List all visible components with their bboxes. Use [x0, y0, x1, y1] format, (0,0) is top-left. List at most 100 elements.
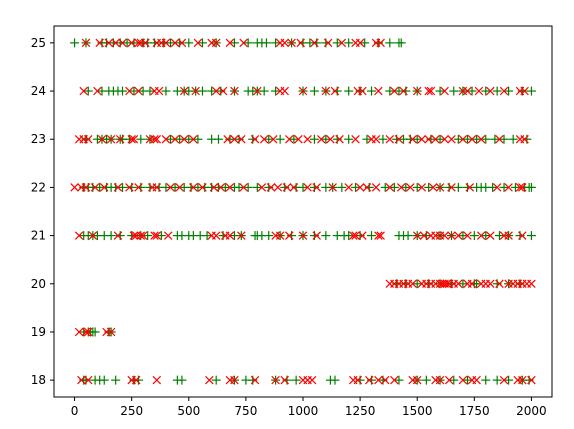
x-marker — [518, 183, 527, 192]
x-marker — [106, 327, 116, 337]
plus-marker — [298, 182, 308, 192]
x-marker — [211, 38, 221, 48]
x-marker — [88, 231, 98, 240]
plus-marker — [435, 86, 445, 96]
x-tick-label: 2000 — [516, 404, 547, 418]
x-marker — [166, 183, 175, 192]
x-tick-label: 0 — [71, 404, 79, 418]
plus-marker — [143, 231, 153, 241]
plus-marker — [380, 182, 390, 192]
x-marker — [191, 86, 200, 96]
x-marker — [463, 86, 472, 96]
x-tick-label: 1250 — [345, 404, 376, 418]
x-marker — [454, 231, 463, 240]
plus-marker — [424, 182, 434, 192]
x-marker — [399, 86, 408, 96]
plus-marker — [351, 182, 361, 192]
x-marker — [150, 231, 159, 240]
x-marker — [205, 375, 214, 385]
y-tick-label: 20 — [31, 277, 46, 291]
plus-marker — [261, 38, 271, 48]
plus-marker — [421, 375, 431, 385]
plus-marker — [309, 86, 319, 96]
x-marker — [447, 183, 456, 192]
x-marker — [90, 183, 100, 192]
x-marker — [177, 38, 187, 48]
x-marker — [376, 231, 385, 240]
x-marker — [424, 134, 433, 144]
plus-marker — [161, 86, 171, 96]
plus-marker — [90, 327, 100, 337]
plus-marker — [156, 231, 166, 241]
plus-marker — [229, 38, 239, 48]
x-tick-label: 1500 — [402, 404, 433, 418]
x-marker — [426, 86, 436, 96]
x-marker — [129, 134, 139, 144]
x-marker — [152, 183, 162, 192]
x-marker — [136, 231, 146, 240]
plus-marker — [264, 231, 274, 241]
x-marker — [408, 279, 417, 289]
plus-marker — [396, 38, 406, 48]
plus-marker — [83, 86, 93, 96]
x-marker — [499, 375, 509, 385]
plus-marker — [367, 86, 377, 96]
x-marker — [161, 134, 171, 144]
x-marker — [424, 86, 433, 96]
x-marker — [476, 231, 486, 240]
x-marker — [412, 231, 422, 240]
x-marker — [467, 279, 477, 289]
x-marker — [285, 231, 294, 240]
x-marker — [442, 279, 452, 289]
plus-marker — [211, 375, 221, 385]
plus-marker — [197, 38, 207, 48]
x-marker — [93, 86, 102, 96]
x-marker — [321, 86, 331, 96]
x-marker — [454, 279, 463, 289]
x-marker — [77, 375, 86, 385]
plus-marker — [389, 182, 399, 192]
plus-marker — [499, 134, 509, 144]
plus-marker — [70, 38, 80, 48]
x-marker — [385, 183, 395, 192]
x-tick-label: 1000 — [288, 404, 319, 418]
x-marker — [106, 134, 116, 144]
x-marker — [527, 375, 536, 385]
plus-marker — [462, 134, 472, 144]
plot-area — [54, 26, 552, 397]
x-marker — [303, 134, 312, 144]
x-marker — [486, 86, 495, 96]
x-marker — [170, 134, 180, 144]
x-marker — [269, 134, 278, 144]
x-marker — [408, 134, 417, 144]
x-marker — [152, 375, 162, 385]
plus-marker — [362, 134, 372, 144]
x-marker — [250, 134, 260, 144]
plus-marker — [259, 86, 269, 96]
x-marker — [259, 134, 269, 144]
plus-marker — [252, 182, 262, 192]
x-marker — [435, 375, 445, 385]
x-marker — [362, 183, 372, 192]
plus-marker — [481, 375, 491, 385]
x-marker — [504, 231, 513, 240]
x-marker — [170, 38, 180, 48]
plus-marker — [453, 182, 463, 192]
x-marker — [152, 134, 162, 144]
x-marker — [390, 86, 399, 96]
x-marker — [104, 38, 114, 48]
plus-marker — [118, 182, 128, 192]
plus-marker — [526, 231, 536, 241]
x-marker — [374, 231, 383, 240]
x-marker — [419, 231, 429, 240]
plus-marker — [344, 86, 354, 96]
x-marker — [230, 86, 239, 96]
x-marker — [312, 231, 321, 240]
x-marker — [84, 375, 93, 385]
x-marker — [412, 86, 422, 96]
x-marker — [515, 183, 525, 192]
x-marker — [358, 86, 367, 96]
plot-frame — [53, 25, 553, 398]
x-marker — [179, 134, 189, 144]
x-marker — [74, 327, 84, 337]
